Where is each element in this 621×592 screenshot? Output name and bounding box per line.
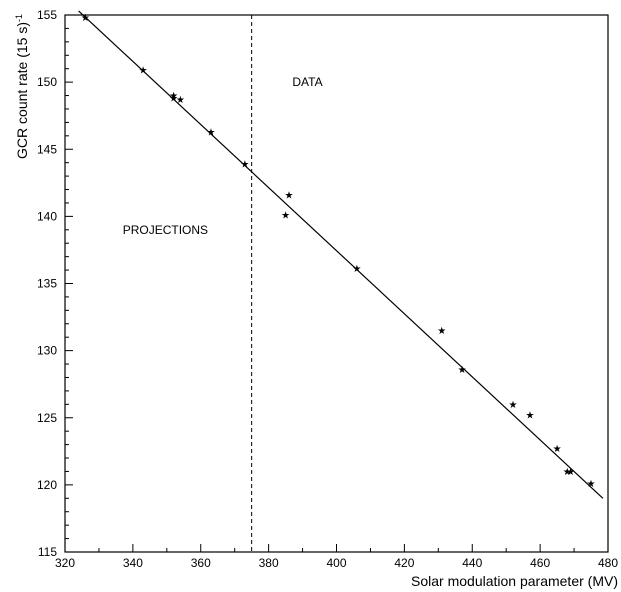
data-point: ★ bbox=[508, 400, 517, 411]
y-axis-title-main: GCR count rate (15 s) bbox=[14, 22, 30, 159]
x-tick-label: 480 bbox=[598, 556, 618, 570]
data-point: ★ bbox=[458, 365, 467, 376]
x-tick-label: 340 bbox=[123, 556, 143, 570]
y-tick-label: 140 bbox=[37, 209, 57, 223]
data-point: ★ bbox=[352, 264, 361, 275]
data-point: ★ bbox=[437, 326, 446, 337]
y-tick-label: 150 bbox=[37, 75, 57, 89]
annotation-data: DATA bbox=[292, 75, 322, 89]
y-axis-title-superscript: -1 bbox=[14, 14, 24, 22]
x-tick-label: 420 bbox=[394, 556, 414, 570]
data-point: ★ bbox=[139, 66, 148, 77]
data-point: ★ bbox=[169, 91, 178, 102]
x-tick-label: 400 bbox=[326, 556, 346, 570]
data-point: ★ bbox=[81, 13, 90, 24]
data-point: ★ bbox=[563, 467, 572, 478]
data-point: ★ bbox=[169, 94, 178, 105]
y-tick-label: 125 bbox=[37, 411, 57, 425]
y-tick-label: 145 bbox=[37, 142, 57, 156]
data-points: ★★★★★★★★★★★★★★★★★★ bbox=[81, 13, 596, 490]
fit-line bbox=[78, 10, 604, 499]
y-tick-label: 115 bbox=[38, 545, 57, 559]
x-axis-title: Solar modulation parameter (MV) bbox=[411, 573, 618, 589]
data-point: ★ bbox=[176, 95, 185, 106]
data-point: ★ bbox=[553, 444, 562, 455]
data-point: ★ bbox=[281, 211, 290, 222]
y-tick-label: 135 bbox=[37, 277, 57, 291]
tick-labels: 320 340 360 380 400 420 440 460 480 115 120 125 130 1… bbox=[37, 8, 618, 570]
y-tick-label: 130 bbox=[37, 344, 57, 358]
data-point: ★ bbox=[285, 190, 294, 201]
x-tick-label: 320 bbox=[55, 556, 75, 570]
x-tick-label: 380 bbox=[259, 556, 279, 570]
data-point: ★ bbox=[206, 127, 215, 138]
data-point: ★ bbox=[525, 411, 534, 422]
data-point: ★ bbox=[566, 467, 575, 478]
x-tick-label: 460 bbox=[530, 556, 550, 570]
x-tick-label: 440 bbox=[462, 556, 482, 570]
y-axis-title: GCR count rate (15 s)-1 bbox=[14, 14, 30, 159]
plot-frame bbox=[64, 14, 609, 553]
tick-marks bbox=[64, 14, 609, 553]
annotation-projections: PROJECTIONS bbox=[123, 223, 208, 237]
y-tick-label: 155 bbox=[37, 8, 57, 22]
data-point: ★ bbox=[240, 160, 249, 171]
data-point: ★ bbox=[587, 479, 596, 490]
y-tick-label: 120 bbox=[37, 478, 57, 492]
x-tick-label: 360 bbox=[191, 556, 211, 570]
